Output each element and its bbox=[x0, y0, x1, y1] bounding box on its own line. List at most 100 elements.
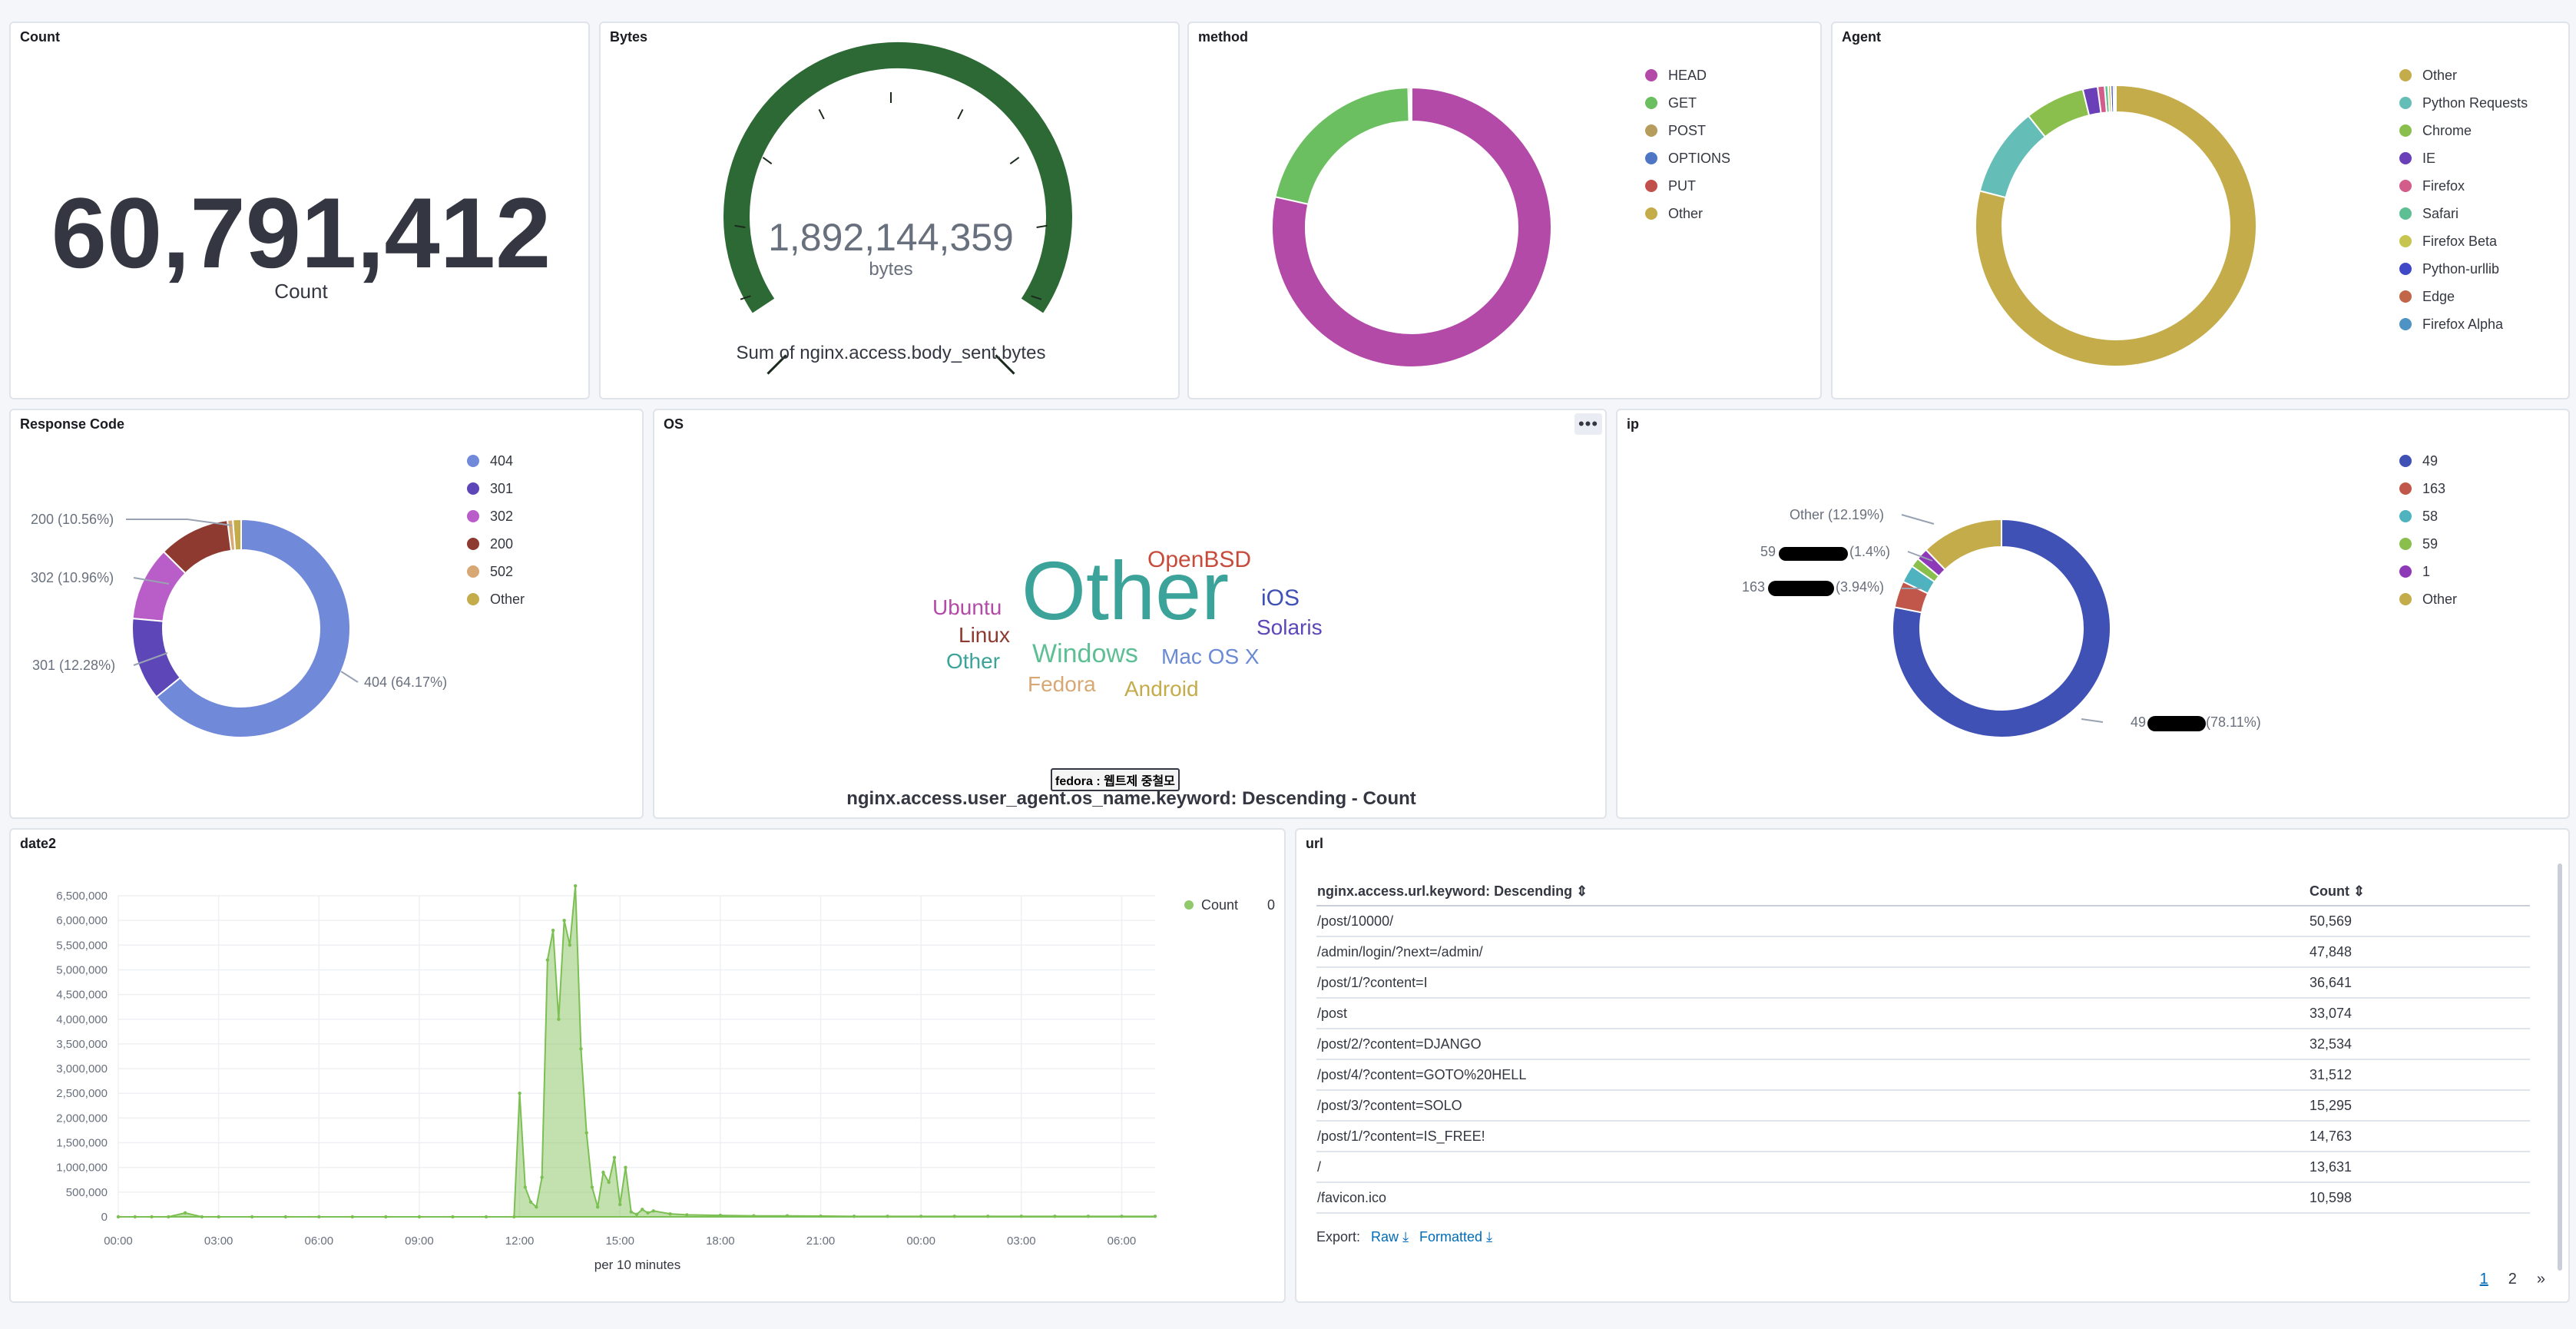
next-page-button[interactable]: » bbox=[2536, 1271, 2545, 1288]
url-cell[interactable]: /favicon.ico bbox=[1316, 1182, 2309, 1214]
scrollbar[interactable] bbox=[2558, 863, 2562, 1271]
agent-legend-item[interactable]: Firefox bbox=[2399, 172, 2528, 200]
agent-legend-item[interactable]: Firefox Alpha bbox=[2399, 310, 2528, 338]
data-point bbox=[545, 958, 550, 962]
x-tick-label: 12:00 bbox=[505, 1235, 535, 1248]
ip-legend-item[interactable]: Other bbox=[2399, 585, 2457, 613]
legend-swatch bbox=[467, 482, 479, 495]
metric-value: 60,791,412 bbox=[51, 177, 551, 289]
table-row: /post/2/?content=DJANGO 32,534 bbox=[1316, 1029, 2530, 1060]
agent-slice-other[interactable] bbox=[1975, 84, 2257, 367]
column-header-url[interactable]: nginx.access.url.keyword: Descending ⇕ bbox=[1316, 877, 2309, 906]
method-legend-item[interactable]: HEAD bbox=[1645, 61, 1730, 89]
export-formatted-link[interactable]: Formatted ⤓ bbox=[1419, 1229, 1492, 1245]
ip-legend-item[interactable]: 1 bbox=[2399, 558, 2457, 585]
agent-legend-item[interactable]: Chrome bbox=[2399, 117, 2528, 144]
page-2-link[interactable]: 2 bbox=[2508, 1271, 2517, 1288]
data-point bbox=[590, 1185, 594, 1189]
agent-slice-ie[interactable] bbox=[2081, 85, 2102, 117]
column-header-label: Count bbox=[2309, 883, 2349, 899]
data-point bbox=[986, 1215, 990, 1218]
response-legend-item[interactable]: Other bbox=[467, 585, 525, 613]
agent-legend-item[interactable]: Safari bbox=[2399, 200, 2528, 227]
count-cell: 15,295 bbox=[2309, 1090, 2530, 1122]
response-legend-item[interactable]: 404 bbox=[467, 447, 525, 475]
url-cell[interactable]: /post/3/?content=SOLO bbox=[1316, 1090, 2309, 1122]
response-slice-200[interactable] bbox=[162, 519, 233, 575]
agent-legend-item[interactable]: Other bbox=[2399, 61, 2528, 89]
response-slice-302[interactable] bbox=[131, 550, 187, 622]
response-slice-404[interactable] bbox=[155, 518, 351, 738]
panel-title: Response Code bbox=[20, 416, 125, 432]
legend-swatch bbox=[2399, 207, 2412, 220]
method-legend-item[interactable]: POST bbox=[1645, 117, 1730, 144]
url-cell[interactable]: /post/10000/ bbox=[1316, 906, 2309, 937]
redaction-mark bbox=[2147, 716, 2206, 731]
method-legend-item[interactable]: OPTIONS bbox=[1645, 144, 1730, 172]
agent-legend-item[interactable]: Python Requests bbox=[2399, 89, 2528, 117]
panel-options-button[interactable]: ••• bbox=[1574, 413, 1602, 435]
agent-legend-item[interactable]: Firefox Beta bbox=[2399, 227, 2528, 255]
url-cell[interactable]: /post/1/?content=IS_FREE! bbox=[1316, 1121, 2309, 1152]
agent-slice-chrome[interactable] bbox=[2027, 88, 2091, 138]
count-panel: Count 60,791,412 Count bbox=[9, 22, 590, 399]
panel-title: Bytes bbox=[610, 29, 648, 45]
gauge-tick bbox=[1031, 295, 1042, 300]
legend-label: 59 bbox=[2422, 535, 2439, 552]
ip-legend-item[interactable]: 163 bbox=[2399, 475, 2457, 502]
data-point bbox=[601, 1170, 605, 1175]
data-point bbox=[785, 1214, 790, 1218]
gauge-tick bbox=[734, 224, 746, 228]
ip-legend-item[interactable]: 58 bbox=[2399, 502, 2457, 530]
y-tick-label: 6,500,000 bbox=[56, 890, 108, 903]
agent-legend-item[interactable]: IE bbox=[2399, 144, 2528, 172]
agent-legend-item[interactable]: Python-urllib bbox=[2399, 255, 2528, 283]
method-legend-item[interactable]: GET bbox=[1645, 89, 1730, 117]
method-slice-get[interactable] bbox=[1274, 87, 1410, 206]
method-slice-head[interactable] bbox=[1271, 86, 1552, 368]
data-point bbox=[384, 1215, 388, 1219]
callout-label-302: 302 (10.96%) bbox=[31, 570, 114, 585]
ip-slice-58[interactable] bbox=[1902, 565, 1936, 595]
word-ubuntu: Ubuntu bbox=[932, 595, 1002, 619]
legend-label: GET bbox=[1668, 94, 1697, 111]
response-legend-item[interactable]: 302 bbox=[467, 502, 525, 530]
url-cell[interactable]: /post bbox=[1316, 998, 2309, 1029]
legend-swatch bbox=[467, 510, 479, 522]
agent-donut bbox=[1975, 84, 2257, 367]
column-header-count[interactable]: Count ⇕ bbox=[2309, 877, 2530, 906]
count-cell: 33,074 bbox=[2309, 998, 2530, 1029]
ip-legend-item[interactable]: 59 bbox=[2399, 530, 2457, 558]
ip-slice-49[interactable] bbox=[1892, 518, 2111, 738]
agent-slice-python-requests[interactable] bbox=[1978, 114, 2047, 199]
y-tick-label: 4,000,000 bbox=[56, 1013, 108, 1026]
legend-label: Firefox bbox=[2422, 177, 2465, 194]
agent-legend-item[interactable]: Edge bbox=[2399, 283, 2528, 310]
table-row: /post 33,074 bbox=[1316, 998, 2530, 1029]
data-point bbox=[718, 1213, 723, 1218]
url-cell[interactable]: /post/2/?content=DJANGO bbox=[1316, 1029, 2309, 1060]
response-legend-item[interactable]: 502 bbox=[467, 558, 525, 585]
ip-legend-item[interactable]: 49 bbox=[2399, 447, 2457, 475]
url-cell[interactable]: /admin/login/?next=/admin/ bbox=[1316, 936, 2309, 968]
url-cell[interactable]: /post/1/?content=I bbox=[1316, 967, 2309, 999]
page-1-link[interactable]: 1 bbox=[2479, 1271, 2488, 1288]
data-point bbox=[551, 928, 555, 933]
export-raw-link[interactable]: Raw ⤓ bbox=[1371, 1229, 1409, 1245]
legend-swatch bbox=[467, 593, 479, 605]
response-legend-item[interactable]: 200 bbox=[467, 530, 525, 558]
word-windows: Windows bbox=[1032, 639, 1138, 668]
method-legend-item[interactable]: Other bbox=[1645, 200, 1730, 227]
url-cell[interactable]: /post/4/?content=GOTO%20HELL bbox=[1316, 1059, 2309, 1091]
table-row: /13,631 bbox=[1316, 1152, 2530, 1183]
callout-label-163-pct: (3.94%) bbox=[1836, 579, 1884, 595]
tooltip: fedora : 웹트제 중철모 bbox=[1051, 768, 1180, 791]
url-cell[interactable]: / bbox=[1316, 1152, 2309, 1183]
ip-slice-163[interactable] bbox=[1893, 580, 1929, 614]
gauge-tick bbox=[1009, 157, 1020, 164]
data-point bbox=[618, 1202, 622, 1207]
legend-label: Other bbox=[490, 591, 525, 607]
table-row: /post/1/?content=IS_FREE! 14,763 bbox=[1316, 1121, 2530, 1152]
method-legend-item[interactable]: PUT bbox=[1645, 172, 1730, 200]
response-legend-item[interactable]: 301 bbox=[467, 475, 525, 502]
